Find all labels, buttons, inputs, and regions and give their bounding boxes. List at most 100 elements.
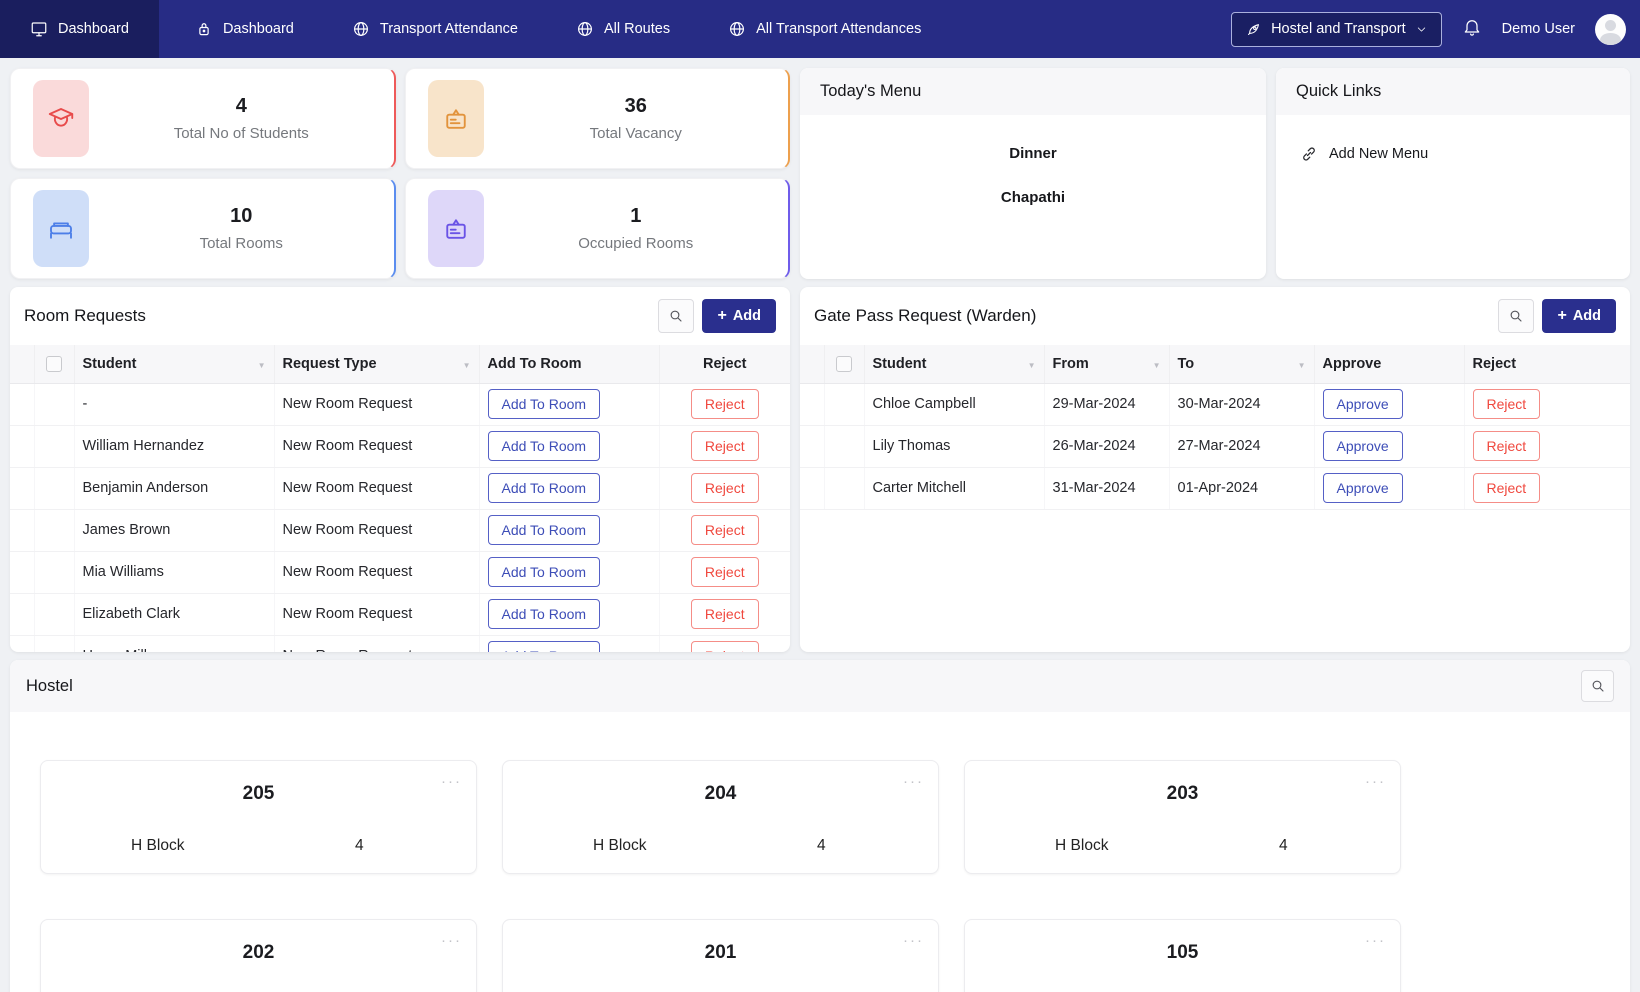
stat-label-total-students: Total No of Students bbox=[173, 125, 309, 142]
student-name: Benjamin Anderson bbox=[74, 467, 275, 510]
main-content: 4 Total No of Students 36 Total Vacancy bbox=[0, 58, 1640, 992]
room-card-105[interactable]: ··· 105 bbox=[964, 919, 1401, 992]
stat-label-total-rooms: Total Rooms bbox=[199, 235, 283, 252]
graduation-cap-icon bbox=[33, 80, 89, 157]
add-to-room-button[interactable]: Add To Room bbox=[487, 641, 601, 652]
table-row: Carter Mitchell 31-Mar-2024 01-Apr-2024 … bbox=[800, 467, 1630, 510]
ellipsis-menu-icon[interactable]: ··· bbox=[441, 932, 462, 949]
col-add-to-room: Add To Room bbox=[479, 345, 660, 384]
nav-item-label: All Routes bbox=[603, 21, 671, 37]
room-number: 105 bbox=[1166, 942, 1199, 963]
room-card-201[interactable]: ··· 201 bbox=[502, 919, 939, 992]
room-number: 201 bbox=[704, 942, 737, 963]
quick-links-title: Quick Links bbox=[1276, 68, 1630, 115]
menu-item: Chapathi bbox=[1000, 189, 1066, 206]
approve-button[interactable]: Approve bbox=[1322, 389, 1403, 419]
room-card-204[interactable]: ··· 204 H Block 4 bbox=[502, 760, 939, 874]
col-reject: Reject bbox=[1464, 345, 1630, 384]
stat-card-total-students: 4 Total No of Students bbox=[10, 68, 396, 169]
nav-item-dashboard-active[interactable]: Dashboard bbox=[0, 0, 159, 58]
module-selector-dropdown[interactable]: Hostel and Transport bbox=[1231, 11, 1442, 47]
reject-button[interactable]: Reject bbox=[690, 557, 759, 587]
col-student[interactable]: Student ▼ bbox=[864, 345, 1045, 384]
student-name: James Brown bbox=[74, 509, 275, 552]
avatar-body bbox=[1600, 32, 1621, 45]
nav-item-hostel-dashboard[interactable]: Dashboard bbox=[173, 0, 316, 58]
nav-item-all-routes[interactable]: All Routes bbox=[554, 0, 692, 58]
search-icon bbox=[1511, 310, 1523, 322]
add-to-room-button[interactable]: Add To Room bbox=[487, 515, 601, 545]
sort-caret-icon[interactable]: ▼ bbox=[257, 360, 266, 370]
room-requests-add-button[interactable]: + Add bbox=[702, 299, 776, 333]
sort-caret-icon[interactable]: ▼ bbox=[462, 360, 471, 370]
nav-item-transport-attendance[interactable]: Transport Attendance bbox=[330, 0, 540, 58]
reject-button[interactable]: Reject bbox=[1472, 431, 1541, 461]
menu-meal: Dinner bbox=[1009, 145, 1057, 162]
reject-button[interactable]: Reject bbox=[690, 389, 759, 419]
search-icon bbox=[1592, 680, 1604, 692]
ellipsis-menu-icon[interactable]: ··· bbox=[1365, 773, 1386, 790]
select-all-checkbox[interactable] bbox=[46, 355, 62, 372]
rocket-icon bbox=[1248, 23, 1260, 35]
top-navbar: Dashboard Dashboard Transport Attendance… bbox=[0, 0, 1640, 58]
col-from[interactable]: From ▼ bbox=[1044, 345, 1170, 384]
notifications-bell-icon[interactable] bbox=[1462, 17, 1482, 42]
reject-button[interactable]: Reject bbox=[1472, 389, 1541, 419]
room-card-202[interactable]: ··· 202 bbox=[40, 919, 477, 992]
room-capacity: 4 bbox=[354, 837, 364, 854]
todays-menu-panel: Today's Menu Dinner Chapathi bbox=[800, 68, 1266, 279]
nav-item-label: Dashboard bbox=[222, 21, 294, 37]
room-card-205[interactable]: ··· 205 H Block 4 bbox=[40, 760, 477, 874]
stat-value-occupied-rooms: 1 bbox=[630, 205, 642, 227]
select-all-checkbox[interactable] bbox=[836, 355, 852, 372]
user-name[interactable]: Demo User bbox=[1501, 21, 1575, 37]
student-name: Elizabeth Clark bbox=[74, 593, 275, 636]
room-capacity: 4 bbox=[816, 837, 826, 854]
add-to-room-button[interactable]: Add To Room bbox=[487, 557, 601, 587]
col-student[interactable]: Student ▼ bbox=[74, 345, 275, 384]
sort-caret-icon[interactable]: ▼ bbox=[1152, 360, 1161, 370]
room-card-203[interactable]: ··· 203 H Block 4 bbox=[964, 760, 1401, 874]
add-to-room-button[interactable]: Add To Room bbox=[487, 473, 601, 503]
stat-card-occupied-rooms: 1 Occupied Rooms bbox=[404, 178, 790, 279]
approve-button[interactable]: Approve bbox=[1322, 473, 1403, 503]
add-to-room-button[interactable]: Add To Room bbox=[487, 389, 601, 419]
room-requests-search-button[interactable] bbox=[658, 299, 695, 333]
nav-item-label: Dashboard bbox=[58, 21, 129, 37]
stat-label-total-vacancy: Total Vacancy bbox=[589, 125, 682, 142]
ellipsis-menu-icon[interactable]: ··· bbox=[441, 773, 462, 790]
room-number: 202 bbox=[242, 942, 275, 963]
reject-button[interactable]: Reject bbox=[690, 599, 759, 629]
user-avatar[interactable] bbox=[1595, 13, 1626, 45]
avatar-head bbox=[1605, 19, 1616, 31]
nav-item-label: Transport Attendance bbox=[379, 21, 518, 37]
add-to-room-button[interactable]: Add To Room bbox=[487, 599, 601, 629]
ellipsis-menu-icon[interactable]: ··· bbox=[1365, 932, 1386, 949]
stats-grid: 4 Total No of Students 36 Total Vacancy bbox=[10, 68, 790, 279]
student-name: Henry Miller bbox=[74, 635, 275, 652]
gate-pass-search-button[interactable] bbox=[1498, 299, 1535, 333]
col-request-type[interactable]: Request Type ▼ bbox=[274, 345, 480, 384]
add-to-room-button[interactable]: Add To Room bbox=[487, 431, 601, 461]
table-row: Lily Thomas 26-Mar-2024 27-Mar-2024 Appr… bbox=[800, 425, 1630, 468]
navbar-right: Hostel and Transport Demo User bbox=[1231, 11, 1640, 47]
quick-links-panel: Quick Links Add New Menu bbox=[1276, 68, 1630, 279]
gate-pass-add-button[interactable]: + Add bbox=[1542, 299, 1616, 333]
ellipsis-menu-icon[interactable]: ··· bbox=[903, 932, 924, 949]
nav-item-all-transport-attendances[interactable]: All Transport Attendances bbox=[706, 0, 943, 58]
sort-caret-icon[interactable]: ▼ bbox=[1027, 360, 1036, 370]
col-reject: Reject bbox=[659, 345, 790, 384]
reject-button[interactable]: Reject bbox=[690, 641, 759, 652]
stat-value-total-rooms: 10 bbox=[230, 205, 253, 227]
reject-button[interactable]: Reject bbox=[690, 431, 759, 461]
ellipsis-menu-icon[interactable]: ··· bbox=[903, 773, 924, 790]
reject-button[interactable]: Reject bbox=[690, 515, 759, 545]
hostel-panel: Hostel ··· 205 H Block 4 ··· 204 H Block… bbox=[10, 660, 1630, 992]
reject-button[interactable]: Reject bbox=[1472, 473, 1541, 503]
reject-button[interactable]: Reject bbox=[690, 473, 759, 503]
quick-link-add-new-menu[interactable]: Add New Menu bbox=[1300, 145, 1606, 163]
hostel-search-button[interactable] bbox=[1581, 670, 1614, 702]
col-to[interactable]: To ▼ bbox=[1169, 345, 1315, 384]
sort-caret-icon[interactable]: ▼ bbox=[1297, 360, 1306, 370]
approve-button[interactable]: Approve bbox=[1322, 431, 1403, 461]
